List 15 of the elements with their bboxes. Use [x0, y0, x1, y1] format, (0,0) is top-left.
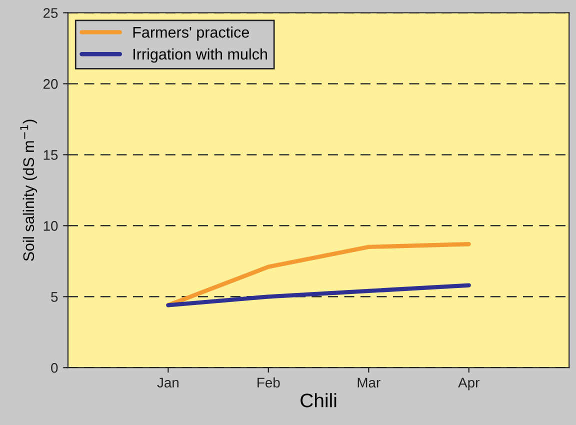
x-tick-label: Jan	[157, 378, 178, 388]
y-tick-label: 20	[44, 79, 58, 89]
y-tick-label: 5	[51, 292, 58, 302]
legend-label: Farmers' practice	[133, 26, 249, 41]
legend-label: Irrigation with mulch	[134, 48, 267, 63]
y-tick-label: 15	[44, 150, 58, 160]
x-axis-title: Chili	[300, 393, 336, 408]
line-series	[166, 283, 471, 308]
x-tick-label: Feb	[258, 377, 280, 388]
y-tick-label: 25	[44, 8, 58, 18]
x-tick-label: Mar	[358, 378, 380, 388]
y-tick-label: 0	[51, 362, 58, 373]
x-tick-label: Apr	[458, 378, 480, 390]
y-tick-label: 10	[44, 221, 58, 231]
y-axis-title: Soil salinity (dS m$^{−1}$)	[20, 120, 38, 261]
